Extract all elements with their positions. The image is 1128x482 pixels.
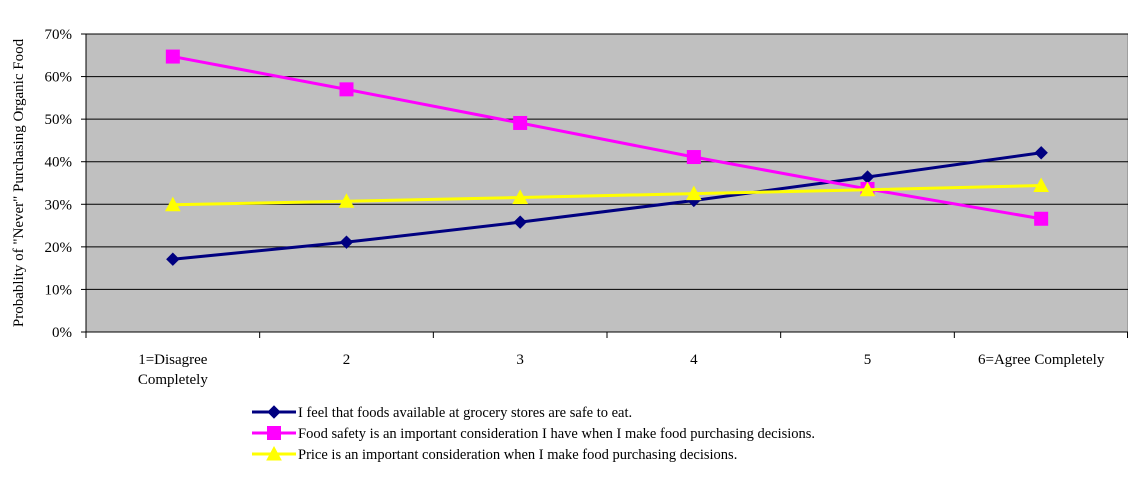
data-point	[513, 115, 528, 130]
x-tick-label: 1=Disagree Completely	[138, 352, 208, 388]
y-tick-label: 20%	[45, 240, 73, 256]
data-point	[512, 189, 529, 204]
y-tick-label: 60%	[45, 70, 73, 86]
x-axis-ticks: 1=Disagree Completely 2 3 4 5 6=Agree Complete…	[85, 332, 1128, 388]
y-axis-label: Probablity of "Never" Purchasing Organic…	[11, 38, 27, 327]
series-group	[164, 49, 1050, 266]
data-point	[267, 426, 281, 440]
legend-label: Food safety is an important consideratio…	[298, 426, 815, 442]
data-point	[165, 49, 180, 64]
y-tick-label: 30%	[45, 197, 73, 213]
legend-item-1: I feel that foods available at grocery s…	[252, 405, 632, 421]
data-point	[1034, 146, 1048, 160]
series-2	[165, 49, 1049, 226]
data-point	[267, 405, 281, 419]
y-tick-label: 70%	[45, 27, 73, 43]
legend-label: Price is an important consideration when…	[298, 447, 737, 463]
data-point	[513, 215, 527, 229]
data-point	[686, 150, 701, 165]
series-3	[164, 177, 1050, 212]
y-tick-label: 50%	[45, 112, 73, 128]
data-point	[164, 196, 181, 212]
data-point	[685, 185, 702, 201]
data-point	[338, 193, 355, 208]
y-tick-label: 0%	[52, 325, 72, 341]
y-axis-ticks: 0% 10% 20% 30% 40% 50% 60% 70%	[45, 27, 86, 341]
data-point	[339, 82, 354, 97]
x-tick-label: 2	[343, 352, 351, 368]
x-tick-label: 3	[516, 352, 524, 368]
series-line	[172, 184, 1042, 207]
y-tick-label: 10%	[45, 282, 73, 298]
legend-label: I feel that foods available at grocery s…	[298, 405, 632, 421]
y-tick-label: 40%	[45, 155, 73, 171]
data-point	[859, 181, 876, 197]
data-point	[339, 235, 354, 249]
data-point	[1033, 177, 1050, 193]
legend-item-2: Food safety is an important consideratio…	[252, 426, 815, 442]
data-point	[166, 252, 180, 266]
data-point	[1034, 211, 1049, 226]
data-point	[266, 445, 282, 461]
legend: I feel that foods available at grocery s…	[252, 405, 815, 463]
x-tick-label: 6=Agree Completely	[978, 352, 1105, 368]
legend-item-3: Price is an important consideration when…	[252, 445, 737, 463]
series-line	[172, 55, 1042, 221]
x-tick-label: 5	[864, 352, 872, 368]
x-tick-label: 4	[690, 352, 698, 368]
plot-area	[85, 33, 1128, 333]
series-line	[172, 151, 1042, 261]
